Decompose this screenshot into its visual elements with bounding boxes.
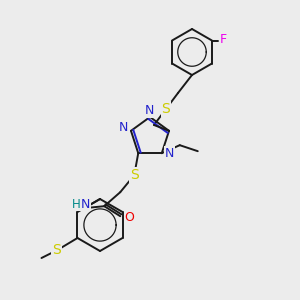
Text: N: N [118,121,128,134]
Text: S: S [162,102,170,116]
Text: N: N [144,104,154,118]
Text: N: N [81,198,90,211]
Text: N: N [165,147,174,160]
Text: F: F [219,33,226,46]
Text: S: S [52,243,61,257]
Text: S: S [130,168,139,182]
Text: O: O [124,211,134,224]
Text: H: H [72,198,81,211]
